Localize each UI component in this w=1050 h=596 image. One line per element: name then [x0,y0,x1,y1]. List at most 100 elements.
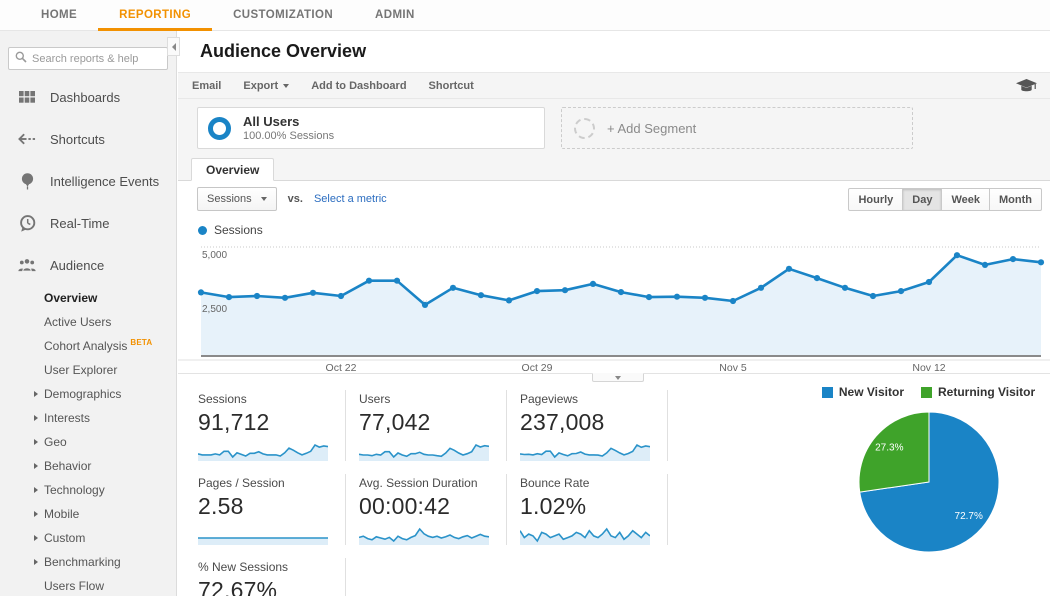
scorecard-users: Users 77,042 [346,390,507,461]
sidebar-item-mobile[interactable]: Mobile [0,502,176,526]
expand-arrow-icon [34,559,38,565]
visitor-type-pie-chart[interactable]: 72.7% 27.3% [806,412,1050,552]
nav-item-customization[interactable]: CUSTOMIZATION [233,9,334,21]
scorecard-pages-per-session: Pages / Session 2.58 [198,474,346,545]
sidebar-item-shortcuts[interactable]: Shortcuts [0,118,176,160]
sidebar-item-behavior[interactable]: Behavior [0,454,176,478]
graduation-cap-icon[interactable] [1016,79,1037,94]
sidebar-subitem-label: Behavior [44,459,92,473]
sidebar-subitem-label: Interests [44,411,91,425]
overview-summary: Sessions 91,712 Users 77,042 Pageviews 237,00… [178,383,1050,596]
sidebar-item-label: Intelligence Events [50,173,160,189]
scorecard-label: Avg. Session Duration [359,476,478,490]
scorecard-sparkline[interactable] [358,441,506,461]
sidebar-item-benchmarking[interactable]: Benchmarking [0,550,176,574]
granularity-month-button[interactable]: Month [990,188,1042,211]
chart-collapse-button[interactable] [592,373,644,382]
sidebar-item-cohort-analysis[interactable]: Cohort Analysis BETA [0,334,176,358]
sidebar-item-interests[interactable]: Interests [0,406,176,430]
chevron-down-icon [283,83,290,88]
chart-divider [178,373,1050,383]
segment-strip: All Users 100.00% Sessions + Add Segment [178,99,1050,157]
search-icon [15,50,27,68]
expand-arrow-icon [34,511,38,517]
scorecard-label: Sessions [198,392,247,406]
chart-controls: Sessions vs. Select a metric Hourly Day We… [178,181,1050,217]
expand-arrow-icon [34,487,38,493]
svg-text:Nov 12: Nov 12 [912,362,945,373]
scorecard-sparkline[interactable] [519,525,667,545]
scorecard-value: 1.02% [520,493,587,519]
sidebar-item-audience[interactable]: Audience [0,244,176,286]
sidebar-subitem-label: Technology [44,483,105,497]
sidebar-item-demographics[interactable]: Demographics [0,382,176,406]
nav-item-reporting[interactable]: REPORTING [98,0,213,31]
action-label: Shortcut [428,79,474,92]
sidebar-subitem-label: User Explorer [44,363,118,377]
action-label: Add to Dashboard [311,79,407,92]
scorecard-sparkline[interactable] [519,441,667,461]
report-header: Audience Overview [178,31,1050,72]
sidebar-audience-subnav: Overview Active Users Cohort Analysis BETA U… [0,286,176,596]
real-time-icon [18,214,36,232]
action-export-button[interactable]: Export [232,73,300,98]
sidebar-item-users-flow[interactable]: Users Flow [0,574,176,596]
sidebar-item-overview[interactable]: Overview [0,286,176,310]
select-metric-link[interactable]: Select a metric [313,193,387,205]
nav-item-admin[interactable]: ADMIN [375,9,415,21]
scorecard-row: Sessions 91,712 Users 77,042 Pageviews 237,00… [197,390,668,461]
top-navigation: HOME REPORTING CUSTOMIZATION ADMIN [0,0,1050,31]
granularity-hourly-button[interactable]: Hourly [848,188,904,211]
scorecard-sparkline[interactable] [198,525,345,545]
chart-legend: Sessions [178,217,1050,243]
sidebar-item-dashboards[interactable]: Dashboards [0,76,176,118]
sidebar-search[interactable] [8,47,168,70]
svg-text:72.7%: 72.7% [954,511,982,522]
action-shortcut-button[interactable]: Shortcut [418,73,485,98]
sidebar-subitem-label: Demographics [44,387,122,401]
sidebar-item-label: Audience [50,257,105,273]
pie-legend-item-returning-visitor: Returning Visitor [921,385,1035,399]
sidebar-collapse-button[interactable] [167,37,180,56]
scorecard-value: 2.58 [198,493,244,519]
sidebar-item-active-users[interactable]: Active Users [0,310,176,334]
sidebar-subitem-label: Benchmarking [44,555,121,569]
segment-all-users[interactable]: All Users 100.00% Sessions [197,107,545,149]
pie-legend-item-new-visitor: New Visitor [821,385,904,399]
action-label: Email [192,79,222,92]
sidebar-item-custom[interactable]: Custom [0,526,176,550]
action-add-to-dashboard-button[interactable]: Add to Dashboard [300,73,417,98]
scorecard-row: % New Sessions 72.67% [198,558,668,596]
metric-dropdown[interactable]: Sessions [197,187,277,211]
metric-dropdown-value: Sessions [207,193,252,205]
expand-arrow-icon [34,439,38,445]
nav-item-home[interactable]: HOME [41,9,78,21]
granularity-day-button[interactable]: Day [903,188,943,211]
main-content: Audience Overview Email Export Add to Dash… [178,31,1050,596]
visitor-type-section: New Visitor Returning Visitor 72.7% 27.3% [806,383,1050,552]
expand-arrow-icon [34,463,38,469]
scorecard-pct-new-sessions: % New Sessions 72.67% [198,558,346,596]
scorecard-sparkline[interactable] [358,525,506,545]
legend-swatch-icon [821,386,833,398]
scorecard-value: 00:00:42 [359,493,451,519]
scorecard-label: Pageviews [520,392,579,406]
scorecard-sparkline[interactable] [197,441,345,461]
svg-text:Nov 5: Nov 5 [719,362,747,373]
granularity-week-button[interactable]: Week [942,188,991,211]
sidebar-item-geo[interactable]: Geo [0,430,176,454]
pie-legend-label: New Visitor [838,385,904,399]
sidebar-item-intelligence-events[interactable]: Intelligence Events [0,160,176,202]
action-email-button[interactable]: Email [181,73,232,98]
dashboards-icon [18,90,36,104]
vs-label: vs. [287,193,303,205]
sidebar-item-user-explorer[interactable]: User Explorer [0,358,176,382]
sidebar-item-real-time[interactable]: Real-Time [0,202,176,244]
search-input[interactable] [32,52,161,65]
sidebar-item-technology[interactable]: Technology [0,478,176,502]
sidebar-item-label: Real-Time [50,215,110,231]
add-segment-button[interactable]: + Add Segment [561,107,913,149]
chart-legend-label: Sessions [214,223,263,237]
tab-overview[interactable]: Overview [191,158,275,181]
sessions-line-chart[interactable]: 5,000 2,500 Oct 22 Oct 29 Nov 5 Nov 12 [178,243,1050,374]
